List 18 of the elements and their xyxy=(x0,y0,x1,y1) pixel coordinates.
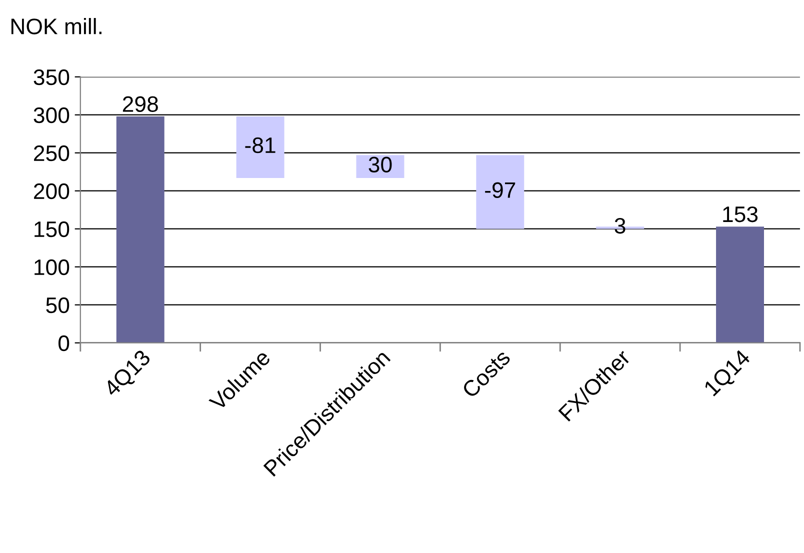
y-axis-title: NOK mill. xyxy=(11,18,102,34)
bar xyxy=(476,155,524,229)
y-tick-label: 300 xyxy=(34,107,70,124)
y-tick-label: 250 xyxy=(34,145,70,162)
bar xyxy=(236,116,284,178)
y-tick-label: 50 xyxy=(46,297,70,314)
data-label: 298 xyxy=(122,96,158,112)
data-label: 30 xyxy=(368,156,392,173)
y-tick-label: 150 xyxy=(34,221,70,238)
data-label: -97 xyxy=(485,182,516,198)
data-label: 153 xyxy=(723,206,758,222)
y-tick-label: 100 xyxy=(34,259,70,276)
bar xyxy=(116,116,164,343)
bar xyxy=(716,226,764,343)
y-tick-label: 350 xyxy=(34,69,70,86)
y-tick-label: 0 xyxy=(58,335,70,352)
y-tick-label: 200 xyxy=(34,183,70,200)
data-label: -81 xyxy=(245,137,276,154)
